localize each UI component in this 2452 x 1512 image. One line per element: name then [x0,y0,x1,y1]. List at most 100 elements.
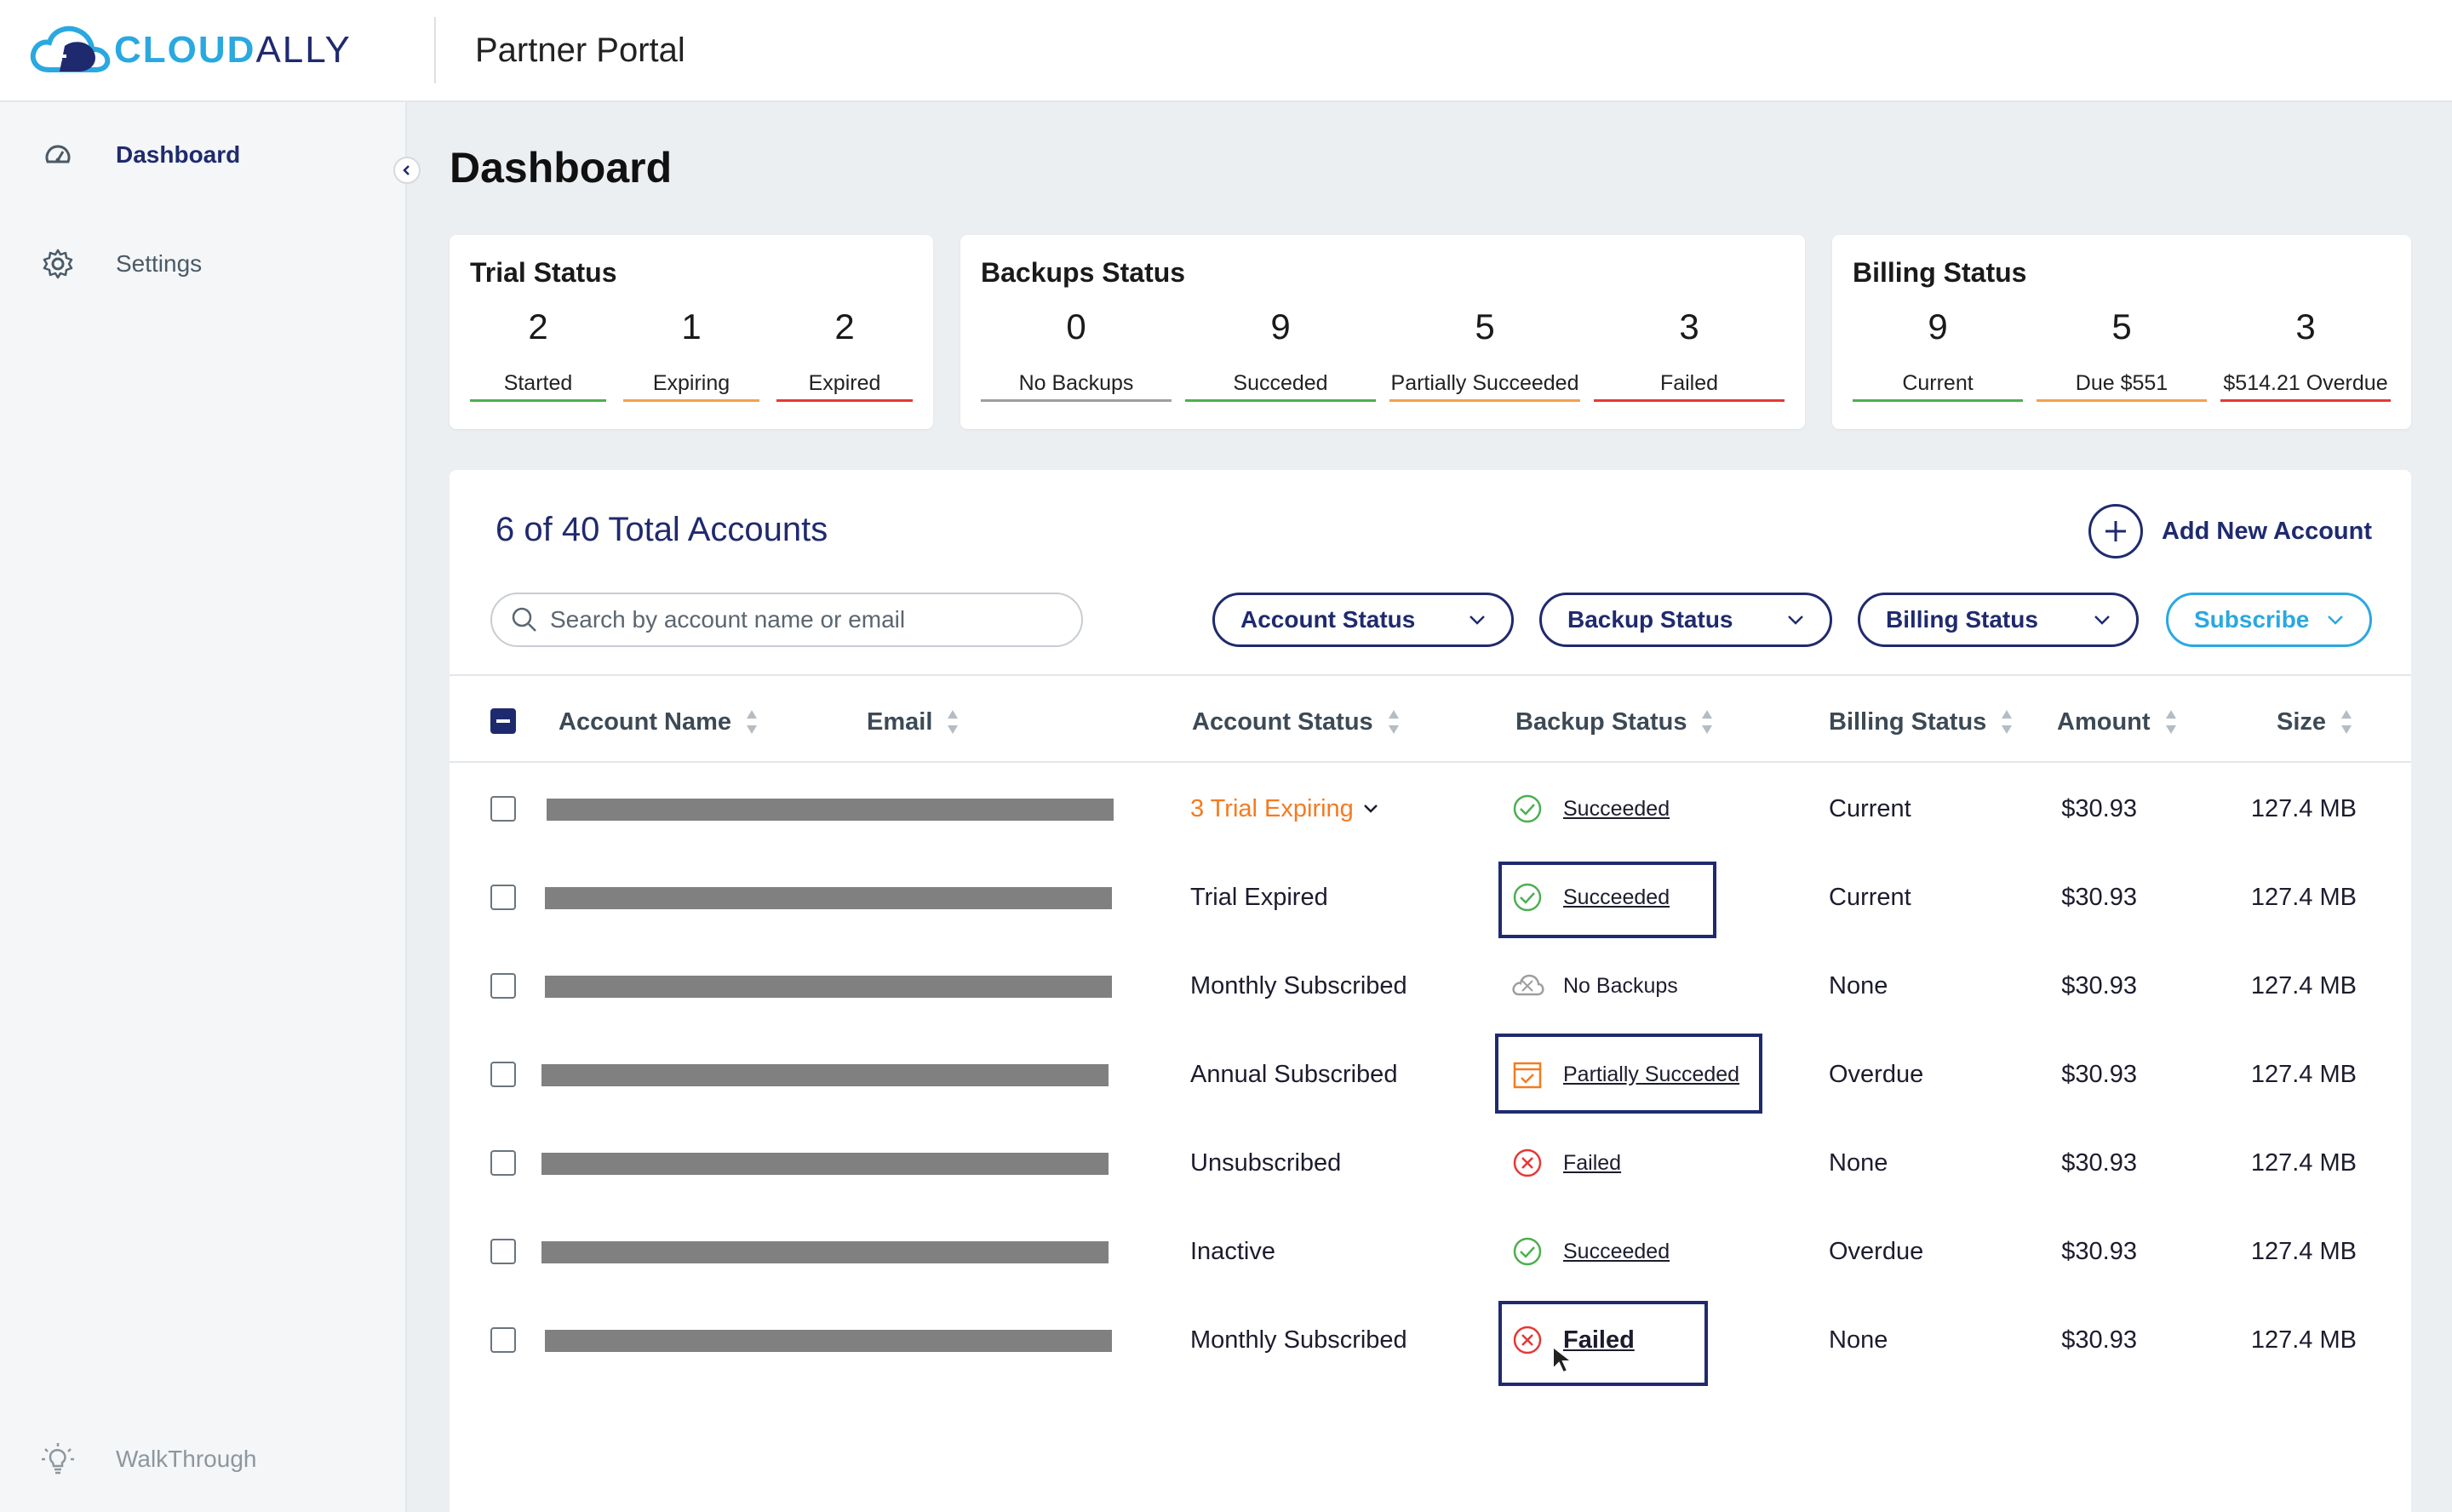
row-checkbox[interactable] [490,1150,516,1176]
divider [450,761,2411,763]
backups-failed-stat[interactable]: 3 Failed [1594,303,1785,402]
billing-status-card: Billing Status 9 Current 5 Due $551 3 $5… [1832,235,2411,429]
sort-icon [2000,708,2014,736]
stat-label: No Backups [981,368,1172,402]
redacted-account-info [541,1153,1109,1175]
check-circle-icon [1510,880,1544,914]
row-checkbox[interactable] [490,973,516,999]
backups-partial-stat[interactable]: 5 Partially Succeeded [1389,303,1580,402]
column-header-backup-status[interactable]: Backup Status [1515,705,1714,739]
backup-status[interactable]: Succeeded [1510,853,1670,942]
sidebar: Dashboard Settings WalkThrough [0,102,407,1512]
stat-value: 2 [834,306,855,346]
sidebar-item-label: WalkThrough [116,1446,257,1472]
sort-icon [2164,708,2178,736]
sidebar-item-walkthrough[interactable]: WalkThrough [0,1434,256,1485]
highlight-box [1498,1301,1708,1386]
cloudally-logo[interactable]: CLOUDALLY [26,20,383,80]
row-checkbox[interactable] [490,1327,516,1353]
chevron-down-icon [2094,616,2110,625]
backup-status-filter[interactable]: Backup Status [1539,593,1832,647]
billing-current-stat[interactable]: 9 Current [1853,303,2023,402]
account-status-dropdown[interactable]: 3 Trial Expiring [1190,765,1379,853]
column-header-account-status[interactable]: Account Status [1192,705,1401,739]
add-new-account-label: Add New Account [2161,517,2372,545]
billing-overdue-stat[interactable]: 3 $514.21 Overdue [2220,303,2391,402]
card-title: Billing Status [1853,257,2027,288]
stat-value: 1 [681,306,702,346]
backup-status[interactable]: Partially Succeded [1510,1030,1739,1119]
chevron-down-icon [1788,616,1803,625]
logo-wordmark: CLOUDALLY [114,29,352,71]
trial-expiring-stat[interactable]: 1 Expiring [623,303,759,402]
row-checkbox[interactable] [490,885,516,910]
backup-status-link[interactable]: Failed [1563,1150,1622,1175]
select-all-checkbox[interactable] [490,708,516,734]
column-label: Account Name [559,707,732,736]
column-header-account-name[interactable]: Account Name [559,705,759,739]
error-circle-icon [1510,1323,1544,1357]
column-header-billing-status[interactable]: Billing Status [1829,705,2014,739]
billing-due-stat[interactable]: 5 Due $551 [2037,303,2207,402]
stat-label: Expiring [623,368,759,402]
redacted-account-info [545,976,1112,998]
table-row: 3 Trial Expiring Succeeded Current $30.9… [450,765,2411,853]
filter-label: Account Status [1240,606,1416,633]
chevron-down-icon [1363,805,1378,813]
search-box[interactable] [490,593,1083,647]
backup-status-link[interactable]: Failed [1563,1326,1635,1354]
cloud-logo-icon [30,26,111,72]
backup-status-link[interactable]: Succeeded [1563,1239,1670,1263]
column-label: Backup Status [1515,707,1687,736]
amount-value: $30.93 [2061,883,2137,911]
redacted-account-info [545,1330,1112,1352]
column-header-amount[interactable]: Amount [2057,705,2178,739]
stat-value: 5 [1475,306,1495,346]
page-title: Dashboard [450,144,673,192]
table-row: Inactive Succeeded Overdue $30.93 127.4 … [450,1207,2411,1296]
row-checkbox[interactable] [490,796,516,822]
sidebar-item-dashboard[interactable]: Dashboard [0,129,240,180]
stat-label: Due $551 [2037,368,2207,402]
size-value: 127.4 MB [2250,794,2357,822]
backups-none-stat[interactable]: 0 No Backups [981,303,1172,402]
column-header-email[interactable]: Email [867,705,960,739]
column-label: Amount [2057,707,2151,736]
sidebar-item-settings[interactable]: Settings [0,238,202,289]
backup-status[interactable]: Failed [1510,1296,1635,1384]
stat-value: 2 [528,306,548,346]
backup-status-link[interactable]: Partially Succeded [1563,1062,1740,1086]
chevron-left-icon [403,165,410,175]
gear-icon [41,247,75,281]
plus-icon [2088,504,2143,558]
backup-status[interactable]: Succeeded [1510,1207,1670,1296]
account-status-filter[interactable]: Account Status [1212,593,1514,647]
backup-status[interactable]: Succeeded [1510,765,1670,853]
account-status-value: 3 Trial Expiring [1190,794,1354,822]
billing-status-filter[interactable]: Billing Status [1858,593,2139,647]
row-checkbox[interactable] [490,1239,516,1264]
sidebar-collapse-button[interactable] [393,157,421,184]
stat-label: Started [470,368,606,402]
billing-status-value: None [1829,1326,1888,1354]
sort-icon [2340,708,2353,736]
table-row: Monthly Subscribed No Backups None $30.9… [450,942,2411,1030]
row-checkbox[interactable] [490,1062,516,1087]
backup-status-link[interactable]: Succeeded [1563,796,1670,821]
trial-expired-stat[interactable]: 2 Expired [776,303,913,402]
search-input[interactable] [550,606,1027,633]
backup-status-link[interactable]: Succeeded [1563,885,1670,909]
subscribe-filter[interactable]: Subscribe [2166,593,2372,647]
add-new-account-button[interactable]: Add New Account [2088,504,2372,558]
stat-value: 0 [1066,306,1086,346]
trial-started-stat[interactable]: 2 Started [470,303,606,402]
backup-status-text: No Backups [1563,973,1678,998]
amount-value: $30.93 [2061,1060,2137,1088]
backups-succeeded-stat[interactable]: 9 Succeded [1185,303,1376,402]
backup-status[interactable]: Failed [1510,1119,1621,1207]
filter-label: Billing Status [1886,606,2038,633]
sort-icon [745,708,759,736]
column-header-size[interactable]: Size [2277,705,2353,739]
account-status-value: Annual Subscribed [1190,1060,1398,1088]
